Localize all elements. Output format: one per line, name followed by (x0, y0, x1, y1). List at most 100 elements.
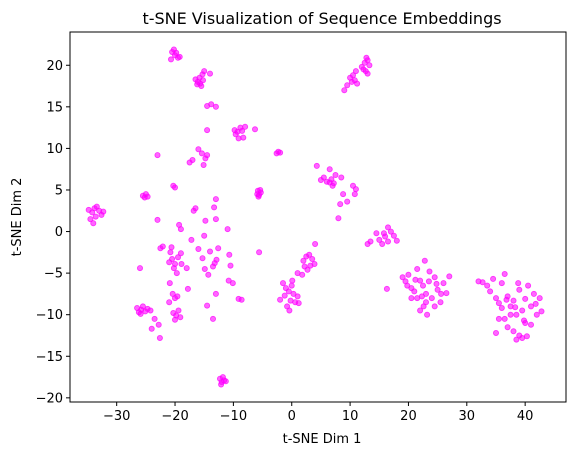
scatter-point (404, 282, 411, 289)
scatter-point (177, 226, 184, 233)
scatter-point (532, 300, 539, 307)
scatter-point (522, 295, 529, 302)
scatter-point (311, 260, 318, 267)
x-tick-label: 20 (400, 409, 417, 424)
scatter-point (151, 315, 158, 322)
scatter-point (528, 303, 535, 310)
scatter-point (168, 244, 175, 251)
x-tick-label: −30 (103, 409, 130, 424)
scatter-point (273, 150, 280, 157)
scatter-point (240, 134, 247, 141)
y-axis-label: t-SNE Dim 2 (10, 178, 25, 257)
scatter-point (167, 56, 174, 63)
scatter-point (424, 311, 431, 318)
scatter-point (239, 127, 246, 134)
scatter-point (289, 277, 296, 284)
scatter-point (215, 245, 222, 252)
scatter-point (504, 324, 511, 331)
scatter-point (194, 81, 201, 88)
scatter-point (177, 314, 184, 321)
scatter-point (405, 271, 412, 278)
scatter-point (156, 334, 163, 341)
scatter-point (222, 378, 229, 385)
scatter-point (417, 307, 424, 314)
scatter-point (434, 286, 441, 293)
scatter-point (501, 270, 508, 277)
scatter-point (408, 295, 415, 302)
scatter-point (390, 232, 397, 239)
scatter-point (242, 123, 249, 130)
scatter-point (136, 265, 143, 272)
scatter-point (175, 307, 182, 314)
scatter-point (209, 263, 216, 270)
scatter-point (200, 161, 207, 168)
scatter-point (201, 265, 208, 272)
scatter-point (254, 191, 261, 198)
scatter-point (212, 103, 219, 110)
scatter-point (209, 315, 216, 322)
scatter-point (380, 230, 387, 237)
scatter-point (202, 217, 209, 224)
scatter-point (154, 152, 161, 159)
scatter-point (257, 186, 264, 193)
y-tick-label: 0 (55, 225, 63, 240)
scatter-point (141, 194, 148, 201)
scatter-point (166, 259, 173, 266)
scatter-point (87, 216, 94, 223)
scatter-point (174, 293, 181, 300)
scatter-point (212, 196, 219, 203)
y-tick-label: −15 (36, 350, 63, 365)
scatter-point (513, 311, 520, 318)
scatter-point (340, 191, 347, 198)
scatter-point (170, 265, 177, 272)
scatter-point (360, 66, 367, 73)
scatter-point (379, 240, 386, 247)
scatter-point (512, 304, 519, 311)
scatter-point (335, 215, 342, 222)
scatter-point (183, 265, 190, 272)
x-tick-label: 40 (517, 409, 534, 424)
scatter-point (425, 278, 432, 285)
scatter-point (519, 307, 526, 314)
scatter-point (154, 216, 161, 223)
scatter-point (204, 127, 211, 134)
scatter-point (516, 286, 523, 293)
scatter-point (521, 317, 528, 324)
scatter-point (294, 293, 301, 300)
scatter-point (173, 49, 180, 56)
scatter-point (498, 280, 505, 287)
scatter-point (433, 280, 440, 287)
scatter-point (383, 285, 390, 292)
scatter-point (85, 206, 92, 213)
scatter-point (344, 82, 351, 89)
scatter-point (440, 280, 447, 287)
scatter-point (366, 62, 373, 69)
scatter-point (177, 250, 184, 257)
scatter-point (211, 204, 218, 211)
scatter-point (376, 236, 383, 243)
scatter-point (367, 238, 374, 245)
scatter-point (199, 71, 206, 78)
scatter-point (166, 280, 173, 287)
scatter-point (299, 271, 306, 278)
scatter-point (411, 288, 418, 295)
scatter-point (238, 296, 245, 303)
scatter-point (206, 70, 213, 77)
scatter-point (523, 333, 530, 340)
scatter-point (501, 315, 508, 322)
scatter-point (312, 240, 319, 247)
scatter-point (352, 68, 359, 75)
scatter-point (204, 103, 211, 110)
scatter-point (212, 216, 219, 223)
scatter-point (490, 275, 497, 282)
scatter-point (492, 295, 499, 302)
scatter-point (320, 174, 327, 181)
scatter-point (426, 268, 433, 275)
scatter-point (256, 249, 263, 256)
scatter-point (515, 280, 522, 287)
scatter-point (510, 297, 517, 304)
scatter-point (198, 150, 205, 157)
x-tick-label: 30 (459, 409, 476, 424)
scatter-point (384, 224, 391, 231)
